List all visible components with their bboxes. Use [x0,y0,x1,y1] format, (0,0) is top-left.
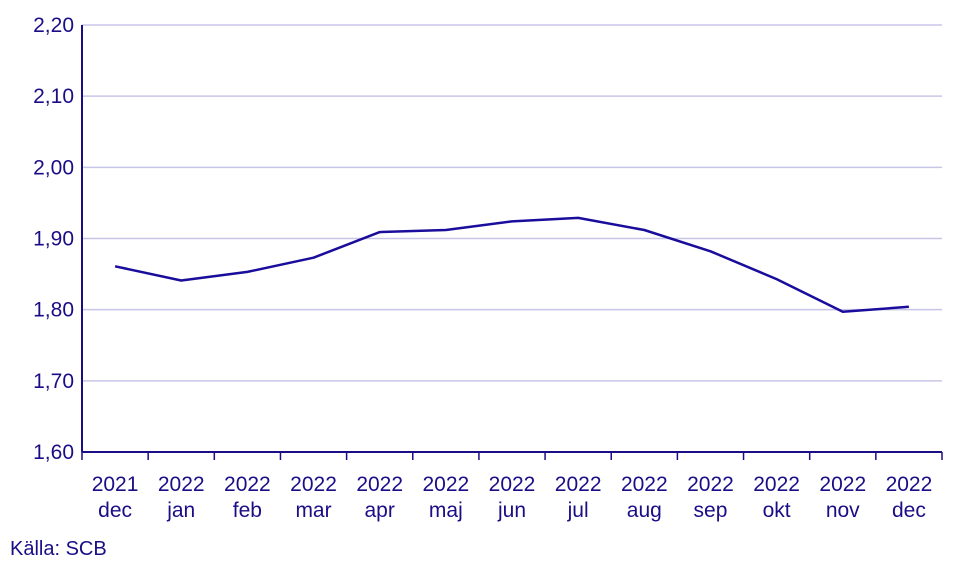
x-tick-label: 2021 dec [92,473,139,522]
x-tick-label: 2022 okt [753,473,800,522]
x-tick-label: 2022 nov [819,473,866,522]
y-tick-label: 2,20 [33,14,74,37]
x-tick-label: 2022 dec [886,473,933,522]
y-axis-ticks: 1,60 1,70 1,80 1,90 2,00 2,10 2,20 [33,14,74,464]
x-axis-ticks: 2021 dec 2022 jan 2022 feb 2022 mar 2022 apr 2022 m… [81,452,943,522]
source-note: Källa: SCB [10,538,107,560]
x-tick-label: 2022 jul [555,473,602,522]
series-line [114,216,909,314]
axes [81,25,942,453]
x-tick-label: 2022 feb [224,473,271,522]
line-chart: 1,60 1,70 1,80 1,90 2,00 2,10 2,20 2021 dec 2022… [33,14,943,522]
x-tick-label: 2022 mar [290,473,337,522]
x-tick-label: 2022 jun [489,473,536,522]
y-tick-label: 2,10 [33,85,74,108]
x-tick-label: 2022 jan [158,473,205,522]
y-tick-label: 1,90 [33,228,74,251]
y-tick-label: 1,60 [33,441,74,464]
x-tick-label: 2022 sep [687,473,734,522]
y-tick-label: 2,00 [33,156,74,179]
x-tick-label: 2022 apr [356,473,403,522]
x-tick-label: 2022 maj [422,473,469,522]
y-tick-label: 1,70 [33,370,74,393]
series [114,216,909,314]
gridlines [82,24,942,382]
y-tick-label: 1,80 [33,299,74,322]
x-tick-label: 2022 aug [621,473,668,522]
